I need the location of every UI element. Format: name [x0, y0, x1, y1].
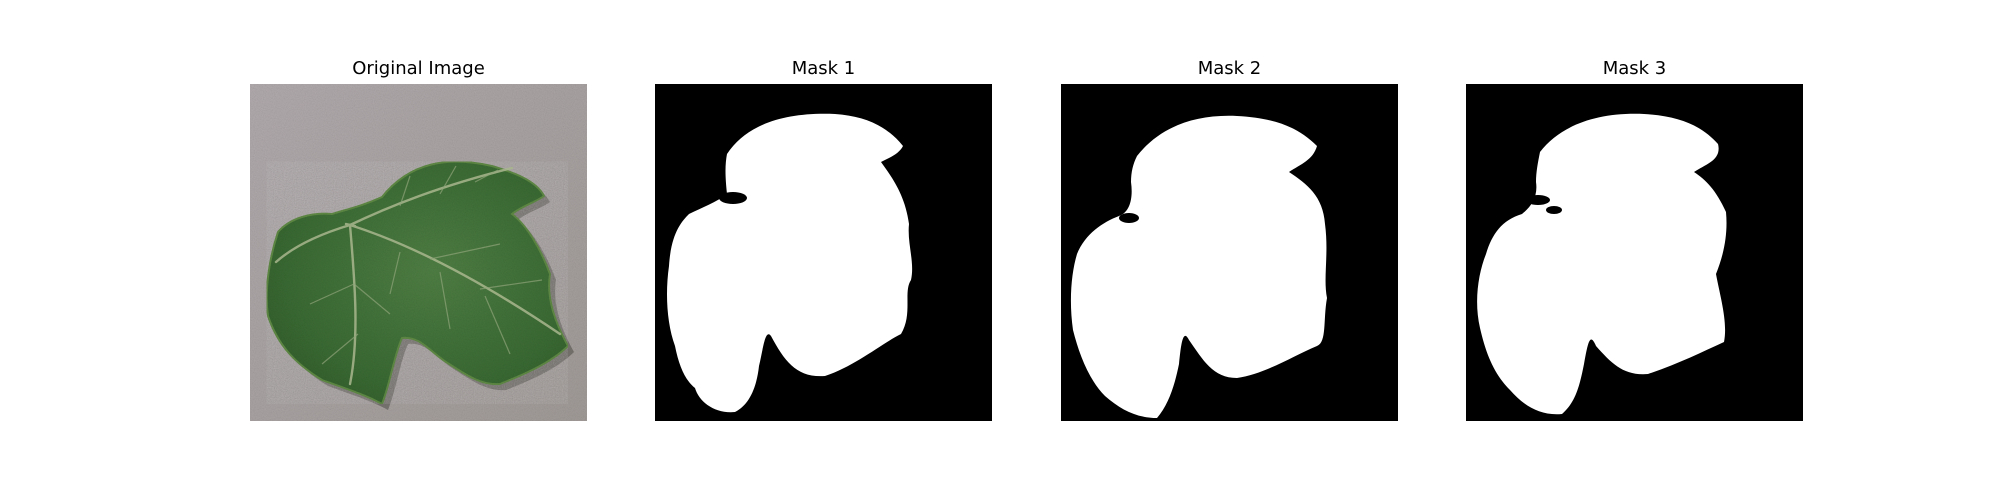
mask-2-image [1061, 84, 1398, 421]
title-mask-3: Mask 3 [1466, 58, 1803, 80]
mask-1-image [655, 84, 992, 421]
title-mask-2: Mask 2 [1061, 58, 1398, 80]
title-original-image: Original Image [250, 58, 587, 80]
original-leaf-image [250, 84, 587, 421]
title-mask-1: Mask 1 [655, 58, 992, 80]
mask-3-image [1466, 84, 1803, 421]
